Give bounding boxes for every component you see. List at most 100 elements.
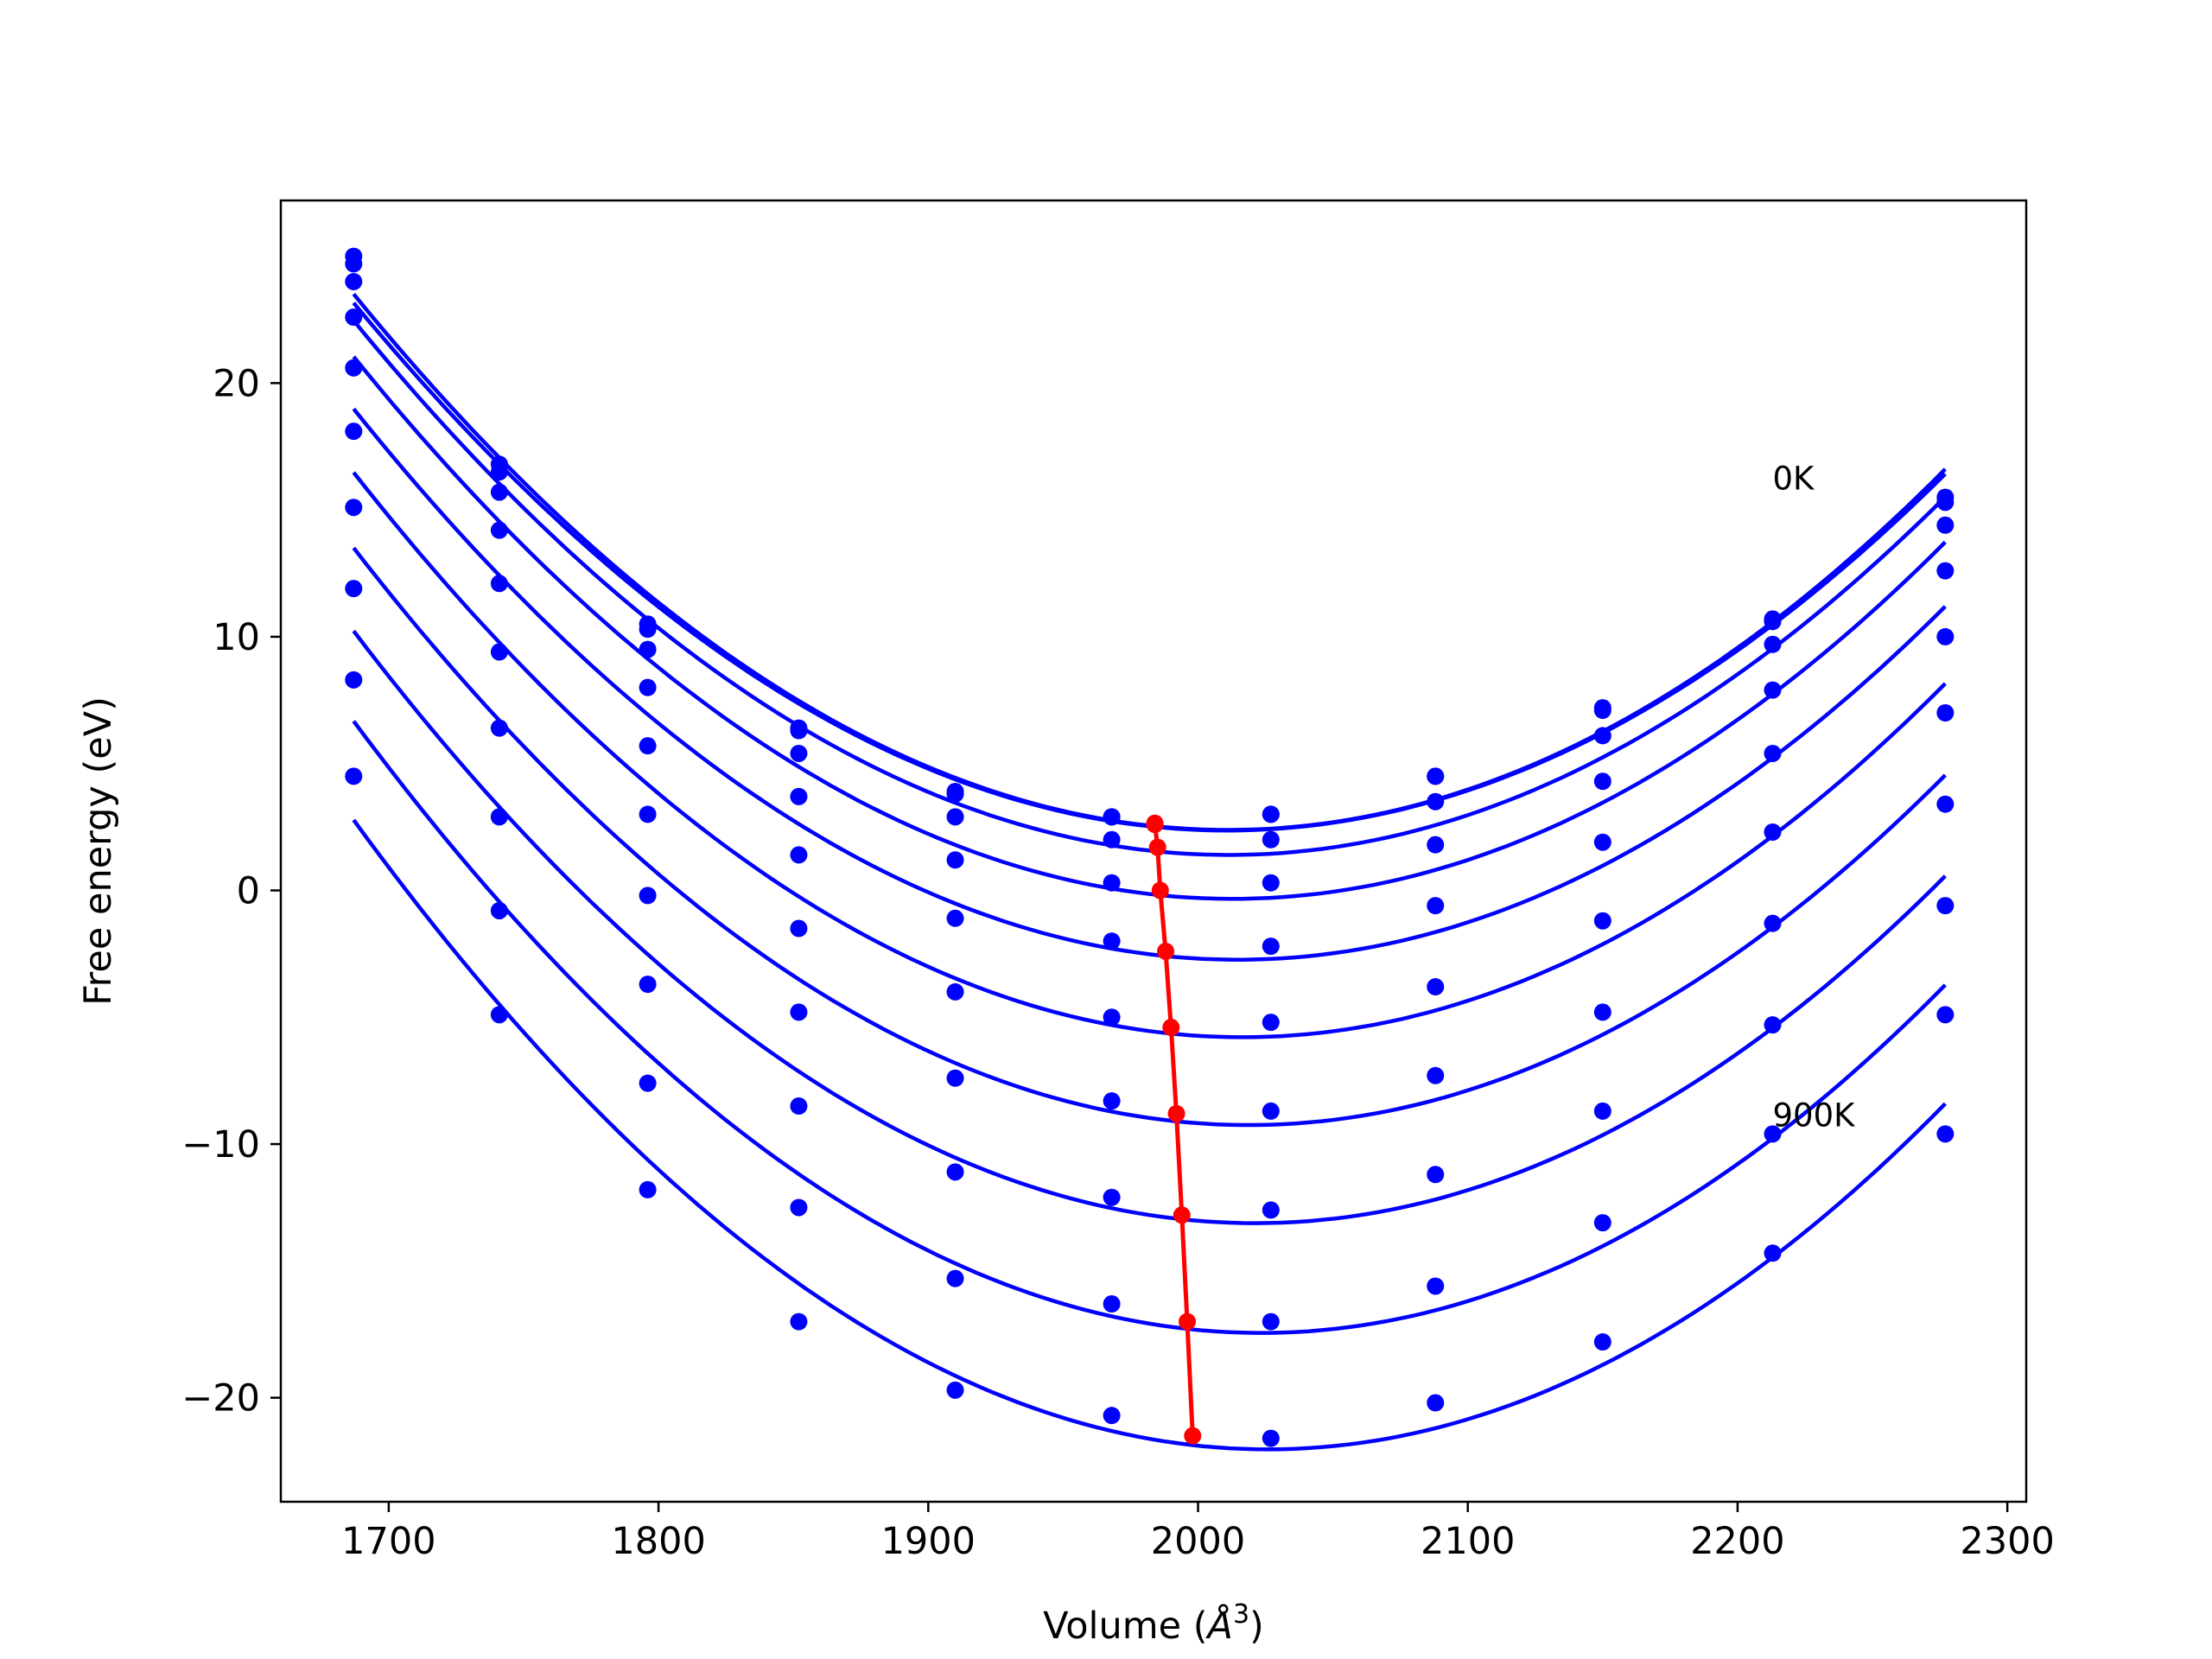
y-tick-label: −10	[181, 1123, 260, 1166]
minimum-point	[1173, 1206, 1191, 1224]
data-point	[1103, 1092, 1121, 1110]
data-point	[639, 640, 657, 658]
minimum-point	[1148, 838, 1166, 856]
data-point	[1103, 1407, 1121, 1425]
temperature-annotation: 900K	[1773, 1097, 1857, 1135]
data-point	[790, 787, 808, 805]
y-tick-label: 10	[213, 616, 260, 659]
data-point	[1103, 874, 1121, 892]
data-point	[1593, 833, 1611, 851]
data-point	[1936, 516, 1955, 534]
x-tick-label: 2200	[1690, 1520, 1784, 1563]
data-point	[345, 671, 363, 689]
data-point	[345, 580, 363, 598]
data-point	[1262, 874, 1280, 892]
data-point	[1593, 772, 1611, 791]
data-point	[1262, 830, 1280, 849]
fit-curve-3	[352, 355, 1947, 901]
data-point	[790, 1198, 808, 1217]
x-axis-label-unit: Å	[1205, 1604, 1233, 1648]
data-point	[790, 846, 808, 864]
data-point	[1764, 1016, 1782, 1034]
data-point	[1427, 978, 1445, 996]
data-point	[345, 359, 363, 377]
data-point	[790, 919, 808, 938]
x-tick-label: 1700	[341, 1520, 435, 1563]
x-tick-label: 2100	[1421, 1520, 1515, 1563]
data-point	[946, 1069, 964, 1087]
data-point	[1262, 805, 1280, 823]
data-point	[345, 255, 363, 273]
fit-curve-5	[352, 471, 1947, 1039]
data-point	[1427, 792, 1445, 810]
y-tick-label: 20	[213, 362, 260, 405]
data-point	[1936, 897, 1955, 915]
data-point	[1103, 830, 1121, 849]
data-point	[345, 499, 363, 517]
data-point	[1427, 1394, 1445, 1412]
minimum-point	[1179, 1313, 1197, 1331]
data-point	[639, 737, 657, 755]
data-point	[1262, 1201, 1280, 1219]
data-point	[946, 851, 964, 869]
y-axis: −20 −10 0 10 20	[181, 362, 281, 1421]
data-point	[490, 463, 508, 481]
minimum-volume-line	[1153, 823, 1195, 1436]
minimum-point	[1167, 1104, 1185, 1122]
data-point	[639, 620, 657, 639]
points-layer	[345, 247, 1955, 1447]
data-point	[490, 643, 508, 661]
data-point	[1427, 767, 1445, 785]
minimum-point	[1184, 1427, 1202, 1445]
data-point	[1936, 1006, 1955, 1024]
data-point	[790, 721, 808, 740]
x-tick-label: 2300	[1960, 1520, 2054, 1563]
data-point	[1262, 1014, 1280, 1032]
data-point	[1936, 493, 1955, 512]
data-point	[1262, 1429, 1280, 1447]
data-point	[490, 483, 508, 501]
y-tick-label: −20	[181, 1377, 260, 1421]
fit-curve-1	[352, 302, 1947, 833]
data-point	[639, 1180, 657, 1198]
y-axis-label: Free energy (eV)	[77, 696, 120, 1006]
data-point	[1764, 744, 1782, 762]
minimum-line-layer	[1146, 814, 1202, 1445]
data-point	[1262, 1102, 1280, 1120]
data-point	[345, 308, 363, 327]
y-tick-label: 0	[237, 870, 260, 913]
data-point	[1764, 635, 1782, 653]
fit-curve-9	[352, 818, 1947, 1452]
data-point	[946, 909, 964, 927]
data-point	[790, 1097, 808, 1116]
curves-layer	[352, 292, 1947, 1452]
data-point	[790, 1313, 808, 1331]
data-point	[1593, 1102, 1611, 1120]
data-point	[490, 719, 508, 737]
x-axis-label-text: Volume (	[1043, 1605, 1207, 1648]
data-point	[345, 423, 363, 441]
data-point	[1593, 912, 1611, 930]
data-point	[946, 1269, 964, 1287]
fit-curve-2	[352, 319, 1947, 857]
data-point	[1262, 1313, 1280, 1331]
x-tick-label: 1800	[611, 1520, 705, 1563]
data-point	[1103, 932, 1121, 950]
x-tick-label: 1900	[881, 1520, 976, 1563]
data-point	[790, 744, 808, 762]
data-point	[1764, 823, 1782, 841]
data-point	[1936, 627, 1955, 645]
x-axis-label: Volume (Å3)	[1043, 1599, 1264, 1648]
data-point	[639, 887, 657, 905]
data-point	[345, 272, 363, 290]
data-point	[639, 805, 657, 823]
fit-curve-0	[352, 292, 1947, 832]
data-point	[1427, 1066, 1445, 1084]
data-point	[1427, 897, 1445, 915]
temperature-annotation: 0K	[1773, 461, 1816, 498]
data-point	[1936, 704, 1955, 722]
plot-frame	[279, 199, 2028, 1503]
annotations: 0K 900K	[1773, 461, 1857, 1135]
data-point	[1764, 1244, 1782, 1262]
